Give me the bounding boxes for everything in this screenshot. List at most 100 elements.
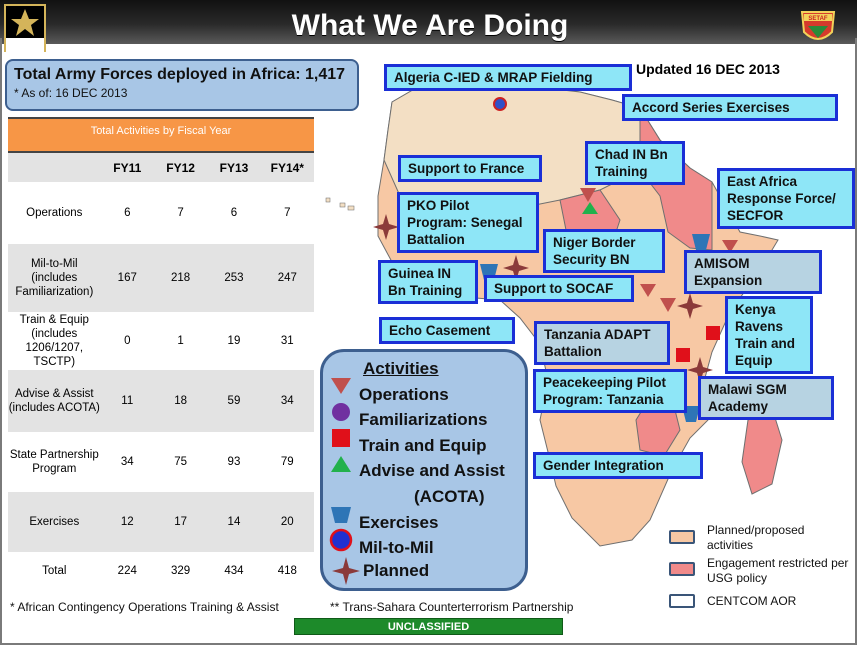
callout-support-france: Support to France <box>398 155 542 182</box>
advise-assist-icon <box>331 456 351 472</box>
train-equip-marker <box>676 348 690 362</box>
legend-advise-assist: Advise and Assist <box>359 461 505 480</box>
cell: 93 <box>227 456 241 468</box>
callout-echo: Echo Casement <box>379 317 515 344</box>
cell: 1 <box>177 335 184 347</box>
legend-restricted: Engagement restricted per USG policy <box>707 556 849 585</box>
north-africa-region <box>383 71 641 209</box>
callout-pko-tanzania: Peacekeeping Pilot Program: Tanzania <box>533 369 687 413</box>
cell: 418 <box>277 565 297 577</box>
row-label: Mil-to-Mil (includes Familiarization) <box>8 244 101 312</box>
callout-algeria: Algeria C-IED & MRAP Fielding <box>384 64 632 91</box>
exercises-marker <box>692 234 710 250</box>
table-title: Total Activities by Fiscal Year <box>8 117 314 153</box>
cell: 59 <box>207 370 261 432</box>
familiarization-icon <box>332 403 350 421</box>
table-row: Advise & Assist (includes ACOTA) 11 18 5… <box>8 370 314 432</box>
restricted-swatch <box>669 562 695 576</box>
cell: 14 <box>207 492 261 552</box>
callout-pko-senegal: PKO Pilot Program: Senegal Battalion <box>397 192 539 253</box>
col-fy13: FY13 <box>207 152 261 182</box>
operations-icon <box>331 378 351 394</box>
mil-to-mil-icon <box>329 528 353 552</box>
legend-planned: Planned <box>363 561 430 580</box>
row-label: Advise & Assist (includes ACOTA) <box>8 370 101 432</box>
cell: 0 <box>124 335 131 347</box>
legend-exercises: Exercises <box>359 513 439 532</box>
table-row: Total 224 329 434 418 <box>8 552 314 590</box>
table-row: Mil-to-Mil (includes Familiarization) 16… <box>8 244 314 312</box>
legend-title: Activities <box>363 359 439 378</box>
cell: 253 <box>207 244 261 312</box>
cell: 247 <box>260 244 314 312</box>
table-header-row: FY11 FY12 FY13 FY14* <box>8 152 314 182</box>
logo-underbar <box>6 38 44 52</box>
legend-operations: Operations <box>359 385 449 404</box>
cell: 11 <box>100 370 154 432</box>
legend-train-equip: Train and Equip <box>359 436 487 455</box>
island <box>339 202 346 208</box>
island <box>325 197 331 203</box>
cell: 329 <box>171 565 191 577</box>
cell: 167 <box>100 244 154 312</box>
cell: 7 <box>284 207 291 219</box>
train-equip-marker <box>706 326 720 340</box>
cell: 31 <box>280 335 294 347</box>
cell: 20 <box>260 492 314 552</box>
cell: 34 <box>120 456 134 468</box>
legend-planned-proposed: Planned/proposed activities <box>707 523 805 552</box>
centcom-swatch <box>669 594 695 608</box>
callout-tanzania-adapt: Tanzania ADAPT Battalion <box>534 321 670 365</box>
cell: 6 <box>230 207 238 219</box>
activities-legend <box>320 349 528 591</box>
cell: 75 <box>174 456 187 468</box>
table-row: Operations 6 7 6 7 <box>8 182 314 244</box>
row-label: State Partnership Program <box>9 449 99 475</box>
cell: 6 <box>124 207 131 219</box>
table-row: State Partnership Program 34 75 93 79 <box>8 432 314 492</box>
forces-as-of: * As of: 16 DEC 2013 <box>14 86 128 100</box>
setaf-shield-icon: SETAF <box>800 11 836 40</box>
footnote-acota: * African Contingency Operations Trainin… <box>10 600 279 614</box>
col-fy12: FY12 <box>153 152 208 182</box>
table-title-row: Total Activities by Fiscal Year <box>8 117 314 153</box>
row-label: Operations <box>26 207 83 219</box>
cell: 224 <box>117 565 137 577</box>
table-row: Train & Equip (includes 1206/1207, TSCTP… <box>8 312 314 370</box>
planned-marker <box>677 293 703 319</box>
callout-accord: Accord Series Exercises <box>622 94 838 121</box>
planned-marker <box>687 357 713 383</box>
mil-to-mil-marker <box>493 97 507 111</box>
footnote-tsctp: ** Trans-Sahara Counterterrorism Partner… <box>330 600 574 614</box>
operations-marker <box>640 284 656 297</box>
page-title: What We Are Doing <box>291 9 569 42</box>
callout-amisom: AMISOM Expansion <box>684 250 822 294</box>
exercises-icon <box>331 507 351 523</box>
row-label: Train & Equip (includes 1206/1207, TSCTP… <box>19 314 89 368</box>
cell: 18 <box>153 370 208 432</box>
cell: 7 <box>177 207 184 219</box>
header-bar <box>0 0 857 44</box>
operations-marker <box>580 188 596 202</box>
cell: 12 <box>100 492 154 552</box>
forces-summary-box: Total Army Forces deployed in Africa: 1,… <box>5 59 359 111</box>
cell: 434 <box>224 565 244 577</box>
row-label: Exercises <box>8 492 101 552</box>
legend-mil-to-mil: Mil-to-Mil <box>359 538 434 557</box>
madagascar <box>741 407 783 495</box>
cell: 19 <box>227 335 241 347</box>
col-fy11: FY11 <box>100 152 154 182</box>
setaf-badge: SETAF <box>798 6 838 46</box>
cell: 218 <box>153 244 208 312</box>
legend-acota: (ACOTA) <box>414 487 485 506</box>
planned-marker <box>373 214 399 240</box>
train-equip-icon <box>332 429 350 447</box>
callout-socaf: Support to SOCAF <box>484 275 634 302</box>
callout-malawi: Malawi SGM Academy <box>698 376 834 420</box>
slide-frame <box>0 38 857 645</box>
table-row: Exercises 12 17 14 20 <box>8 492 314 552</box>
advise-assist-marker <box>582 202 598 214</box>
callout-gender: Gender Integration <box>533 452 703 479</box>
callout-niger: Niger Border Security BN <box>543 229 665 273</box>
col-fy14: FY14* <box>260 152 314 182</box>
